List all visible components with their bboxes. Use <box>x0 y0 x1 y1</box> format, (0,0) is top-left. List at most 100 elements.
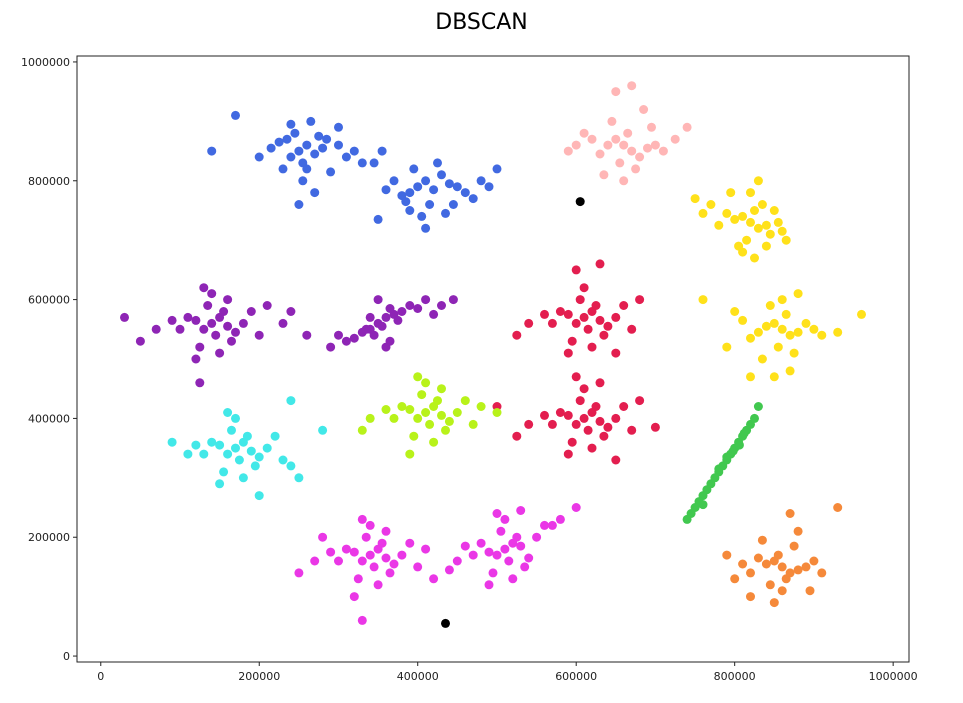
data-point <box>619 176 629 186</box>
data-point <box>631 164 641 174</box>
data-point <box>650 140 660 150</box>
data-point <box>567 437 577 447</box>
data-point <box>349 592 359 602</box>
data-point <box>357 615 367 625</box>
data-point <box>373 295 383 305</box>
data-point <box>452 556 462 566</box>
data-point <box>722 550 732 560</box>
data-point <box>437 170 446 180</box>
data-point <box>781 574 791 584</box>
data-point <box>789 348 799 358</box>
data-point <box>183 312 193 322</box>
data-point <box>246 446 256 456</box>
data-point <box>492 509 502 518</box>
data-point <box>286 396 296 406</box>
data-point <box>750 206 759 215</box>
data-point <box>623 128 633 138</box>
data-point <box>603 140 613 150</box>
data-point <box>195 342 205 352</box>
data-point <box>738 559 748 569</box>
data-point <box>409 164 419 174</box>
data-point <box>516 541 526 551</box>
data-point <box>484 182 494 192</box>
data-point <box>627 146 637 156</box>
data-point <box>635 152 645 162</box>
data-point <box>377 146 387 156</box>
data-point <box>801 562 811 572</box>
data-point <box>413 562 423 572</box>
data-point <box>492 164 502 174</box>
data-point <box>563 410 573 420</box>
data-point <box>195 378 205 388</box>
data-point <box>238 473 248 483</box>
data-point <box>381 312 391 322</box>
data-point <box>583 324 593 334</box>
x-tick-label: 200000 <box>238 670 280 683</box>
data-point <box>777 586 787 596</box>
data-point <box>393 315 403 325</box>
data-point <box>540 520 549 530</box>
data-point <box>389 413 399 423</box>
data-point <box>254 330 264 340</box>
data-point <box>286 307 296 316</box>
data-point <box>547 419 557 429</box>
data-point <box>753 327 763 337</box>
data-point <box>567 336 577 346</box>
data-point <box>476 176 486 186</box>
data-point <box>611 455 621 465</box>
data-point <box>302 330 312 340</box>
data-point <box>294 146 304 156</box>
data-point <box>405 301 415 310</box>
data-point <box>579 413 589 423</box>
data-points <box>120 81 866 628</box>
data-point <box>448 200 458 209</box>
data-point <box>238 318 248 328</box>
data-point <box>191 354 201 364</box>
data-point <box>310 149 320 159</box>
y-tick-label: 1000000 <box>21 56 70 69</box>
data-point <box>357 425 367 435</box>
data-point <box>326 342 336 352</box>
data-point <box>730 307 740 316</box>
data-point <box>793 289 803 299</box>
data-point <box>219 307 229 316</box>
data-point <box>369 158 379 168</box>
data-point <box>199 283 209 293</box>
data-point <box>421 176 431 186</box>
data-point <box>750 413 759 423</box>
data-point <box>266 143 276 153</box>
data-point <box>753 553 763 563</box>
data-point <box>789 541 799 551</box>
data-point <box>603 422 613 432</box>
x-tick-label: 400000 <box>397 670 439 683</box>
data-point <box>278 164 288 174</box>
x-tick-label: 1000000 <box>869 670 918 683</box>
data-point <box>793 565 803 575</box>
data-point <box>761 321 771 331</box>
data-point <box>738 247 748 257</box>
data-point <box>765 229 775 239</box>
data-point <box>571 372 581 382</box>
data-point <box>761 220 771 230</box>
data-point <box>587 443 597 453</box>
x-tick-label: 0 <box>97 670 104 683</box>
data-point <box>425 419 435 429</box>
data-point <box>441 618 450 628</box>
data-point <box>381 185 391 195</box>
data-point <box>777 226 787 236</box>
data-point <box>207 437 217 447</box>
data-point <box>555 408 565 417</box>
data-point <box>326 547 336 557</box>
data-point <box>326 167 336 177</box>
data-point <box>246 307 256 316</box>
data-point <box>627 81 637 91</box>
data-point <box>215 479 225 489</box>
data-point <box>524 419 534 429</box>
data-point <box>793 526 803 536</box>
data-point <box>175 324 185 334</box>
data-point <box>183 449 193 459</box>
data-point <box>571 419 581 429</box>
data-point <box>460 188 470 198</box>
data-point <box>805 586 815 596</box>
